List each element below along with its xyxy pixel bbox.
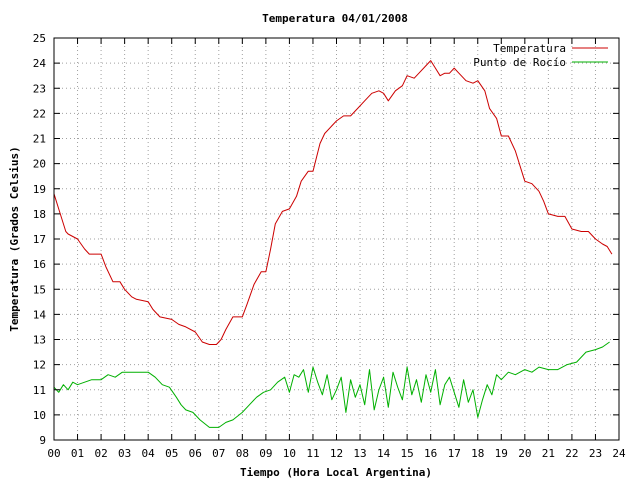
y-tick-label: 15 [33, 283, 46, 296]
x-tick-label: 19 [495, 447, 508, 460]
y-tick-label: 23 [33, 82, 46, 95]
x-tick-label: 02 [94, 447, 107, 460]
y-axis-label: Temperatura (Grados Celsius) [8, 146, 21, 331]
y-tick-label: 11 [33, 384, 46, 397]
x-tick-label: 16 [424, 447, 437, 460]
x-axis-label: Tiempo (Hora Local Argentina) [240, 466, 432, 479]
grid-lines [54, 38, 619, 440]
y-tick-label: 12 [33, 359, 46, 372]
y-tick-label: 9 [39, 434, 46, 447]
chart-title: Temperatura 04/01/2008 [262, 12, 408, 25]
y-tick-label: 18 [33, 208, 46, 221]
x-tick-label: 23 [589, 447, 602, 460]
y-tick-label: 10 [33, 409, 46, 422]
y-tick-label: 14 [33, 308, 47, 321]
y-tick-label: 25 [33, 32, 46, 45]
x-tick-label: 08 [236, 447, 249, 460]
x-tick-label: 15 [401, 447, 414, 460]
series-line-temperatura [53, 60, 613, 345]
x-tick-label: 06 [189, 447, 202, 460]
legend-label: Temperatura [493, 42, 566, 55]
y-axis-ticks: 9 10 11 12 13 14 15 16 17 18 19 20 21 22 23 24 25 [33, 32, 619, 447]
x-tick-label: 24 [612, 447, 626, 460]
x-tick-label: 05 [165, 447, 178, 460]
y-tick-label: 19 [33, 183, 46, 196]
x-tick-label: 00 [47, 447, 60, 460]
legend-label: Punto de Rocío [473, 56, 566, 69]
x-tick-label: 14 [377, 447, 391, 460]
x-tick-label: 13 [353, 447, 366, 460]
x-tick-label: 17 [448, 447, 461, 460]
x-tick-label: 10 [283, 447, 296, 460]
x-tick-label: 22 [565, 447, 578, 460]
y-tick-label: 24 [33, 57, 47, 70]
x-tick-label: 03 [118, 447, 131, 460]
x-tick-label: 07 [212, 447, 225, 460]
x-tick-label: 12 [330, 447, 343, 460]
x-tick-label: 09 [259, 447, 272, 460]
x-tick-label: 01 [71, 447, 84, 460]
x-tick-label: 20 [518, 447, 531, 460]
x-tick-label: 18 [471, 447, 484, 460]
x-tick-label: 21 [542, 447, 555, 460]
x-tick-label: 04 [142, 447, 156, 460]
y-tick-label: 20 [33, 158, 46, 171]
y-tick-label: 16 [33, 258, 46, 271]
x-axis-ticks: 00 01 02 03 04 05 06 07 08 09 10 11 12 13 14 15 16 17 18 19… [47, 38, 626, 460]
y-tick-label: 21 [33, 133, 46, 146]
series-layer [53, 60, 613, 428]
series-line-punto-de-rocio [53, 341, 610, 428]
x-tick-label: 11 [306, 447, 319, 460]
y-tick-label: 17 [33, 233, 46, 246]
y-tick-label: 22 [33, 107, 46, 120]
y-tick-label: 13 [33, 334, 46, 347]
